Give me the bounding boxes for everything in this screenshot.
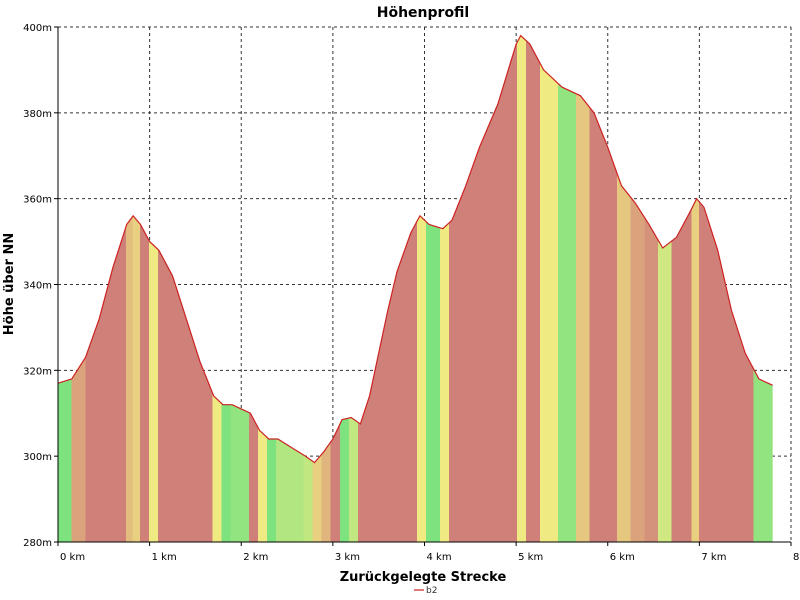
x-tick-label: 8 km (793, 552, 800, 563)
x-tick-label: 6 km (610, 552, 635, 563)
elevation-area-b2 (58, 35, 773, 542)
x-tick-label: 2 km (243, 552, 268, 563)
y-tick-label: 300m (23, 452, 52, 463)
x-ticks: 0 km 1 km 2 km 3 km 4 km 5 km 6 km 7 km 8 km (57, 542, 800, 563)
y-tick-label: 340m (23, 281, 52, 292)
y-tick-label: 360m (23, 195, 52, 206)
legend-label-b2: b2 (426, 586, 437, 596)
x-tick-label: 7 km (701, 552, 726, 563)
y-tick-label: 280m (23, 538, 52, 549)
x-tick-label: 0 km (60, 552, 85, 563)
y-axis-title: Höhe über NN (2, 233, 17, 335)
y-tick-label: 380m (23, 109, 52, 120)
x-tick-label: 5 km (518, 552, 543, 563)
series-line-b2 (58, 34, 773, 464)
x-tick-label: 4 km (427, 552, 452, 563)
x-tick-label: 1 km (152, 552, 177, 563)
legend: b2 (414, 586, 437, 596)
x-axis-title: Zurückgelegte Strecke (340, 570, 507, 585)
y-ticks: 280m 300m 320m 340m 360m 380m 400m (23, 23, 58, 549)
y-tick-label: 320m (23, 366, 52, 377)
plot-area (58, 34, 773, 542)
y-tick-label: 400m (23, 23, 52, 34)
x-tick-label: 3 km (335, 552, 360, 563)
chart-title: Höhenprofil (377, 5, 469, 21)
